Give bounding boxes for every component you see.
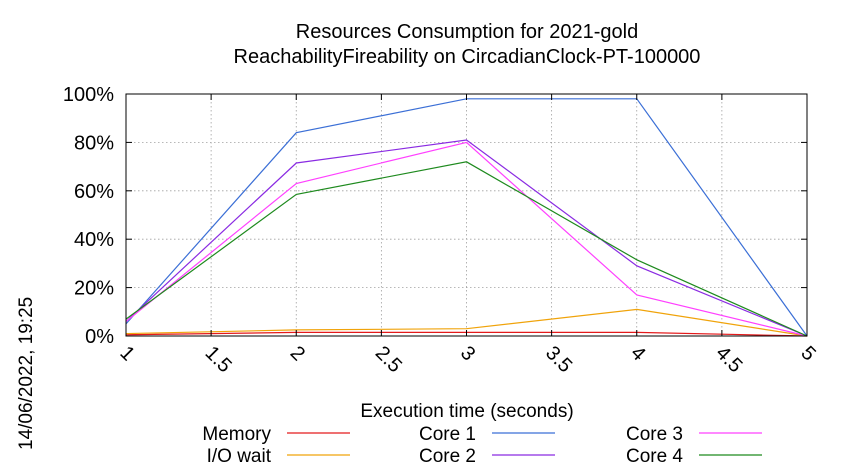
legend-label-core-3: Core 3 — [626, 424, 683, 445]
chart-title-line-2: ReachabilityFireability on CircadianCloc… — [234, 46, 701, 68]
x-tick-label: 2.5 — [371, 342, 406, 377]
x-tick-label: 4 — [626, 342, 649, 365]
series-line-core-4 — [125, 161, 808, 337]
x-tick-label: 4.5 — [711, 342, 746, 377]
y-tick-label: 0% — [85, 326, 114, 348]
x-axis: 1 1.5 2 2.5 3 3.5 4 4.5 5 — [115, 94, 820, 377]
legend-label-core-1: Core 1 — [419, 424, 476, 445]
chart-title-line-1: Resources Consumption for 2021-gold — [296, 21, 638, 43]
legend-label-core-4: Core 4 — [626, 446, 683, 467]
x-tick-label: 1.5 — [201, 342, 236, 377]
x-axis-label: Execution time (seconds) — [360, 401, 573, 422]
x-tick-label: 3 — [456, 342, 479, 365]
y-tick-label: 40% — [74, 229, 114, 251]
series-line-core-2 — [125, 139, 808, 337]
series-line-core-3 — [125, 141, 808, 337]
x-tick-label: 1 — [115, 342, 138, 365]
y-tick-label: 80% — [74, 132, 114, 154]
legend-label-memory: Memory — [202, 424, 271, 445]
y-tick-label: 20% — [74, 278, 114, 300]
legend-label-core-2: Core 2 — [419, 446, 476, 467]
y-tick-label: 100% — [63, 84, 114, 106]
grid — [125, 93, 808, 337]
y-tick-label: 60% — [74, 181, 114, 203]
legend-label-i-o-wait: I/O wait — [207, 446, 272, 467]
x-tick-label: 2 — [286, 342, 309, 365]
x-tick-label: 5 — [796, 342, 819, 365]
series-line-i-o-wait — [125, 308, 808, 337]
x-tick-label: 3.5 — [541, 342, 576, 377]
y-axis: 0% 20% 40% 60% 80% 100% — [63, 84, 807, 348]
timestamp: 14/06/2022, 19:25 — [16, 297, 37, 450]
